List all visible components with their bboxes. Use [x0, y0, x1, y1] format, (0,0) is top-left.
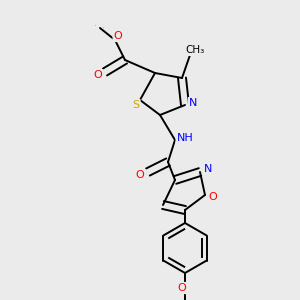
Text: O: O — [94, 25, 96, 26]
Text: O: O — [114, 31, 122, 41]
Text: O: O — [208, 192, 217, 202]
Text: S: S — [132, 100, 140, 110]
Text: O: O — [94, 70, 102, 80]
Text: NH: NH — [177, 133, 194, 143]
Text: CH₃: CH₃ — [185, 45, 205, 55]
Text: O: O — [136, 170, 144, 180]
Text: O: O — [178, 283, 186, 293]
Text: N: N — [189, 98, 197, 108]
Text: N: N — [204, 164, 212, 174]
